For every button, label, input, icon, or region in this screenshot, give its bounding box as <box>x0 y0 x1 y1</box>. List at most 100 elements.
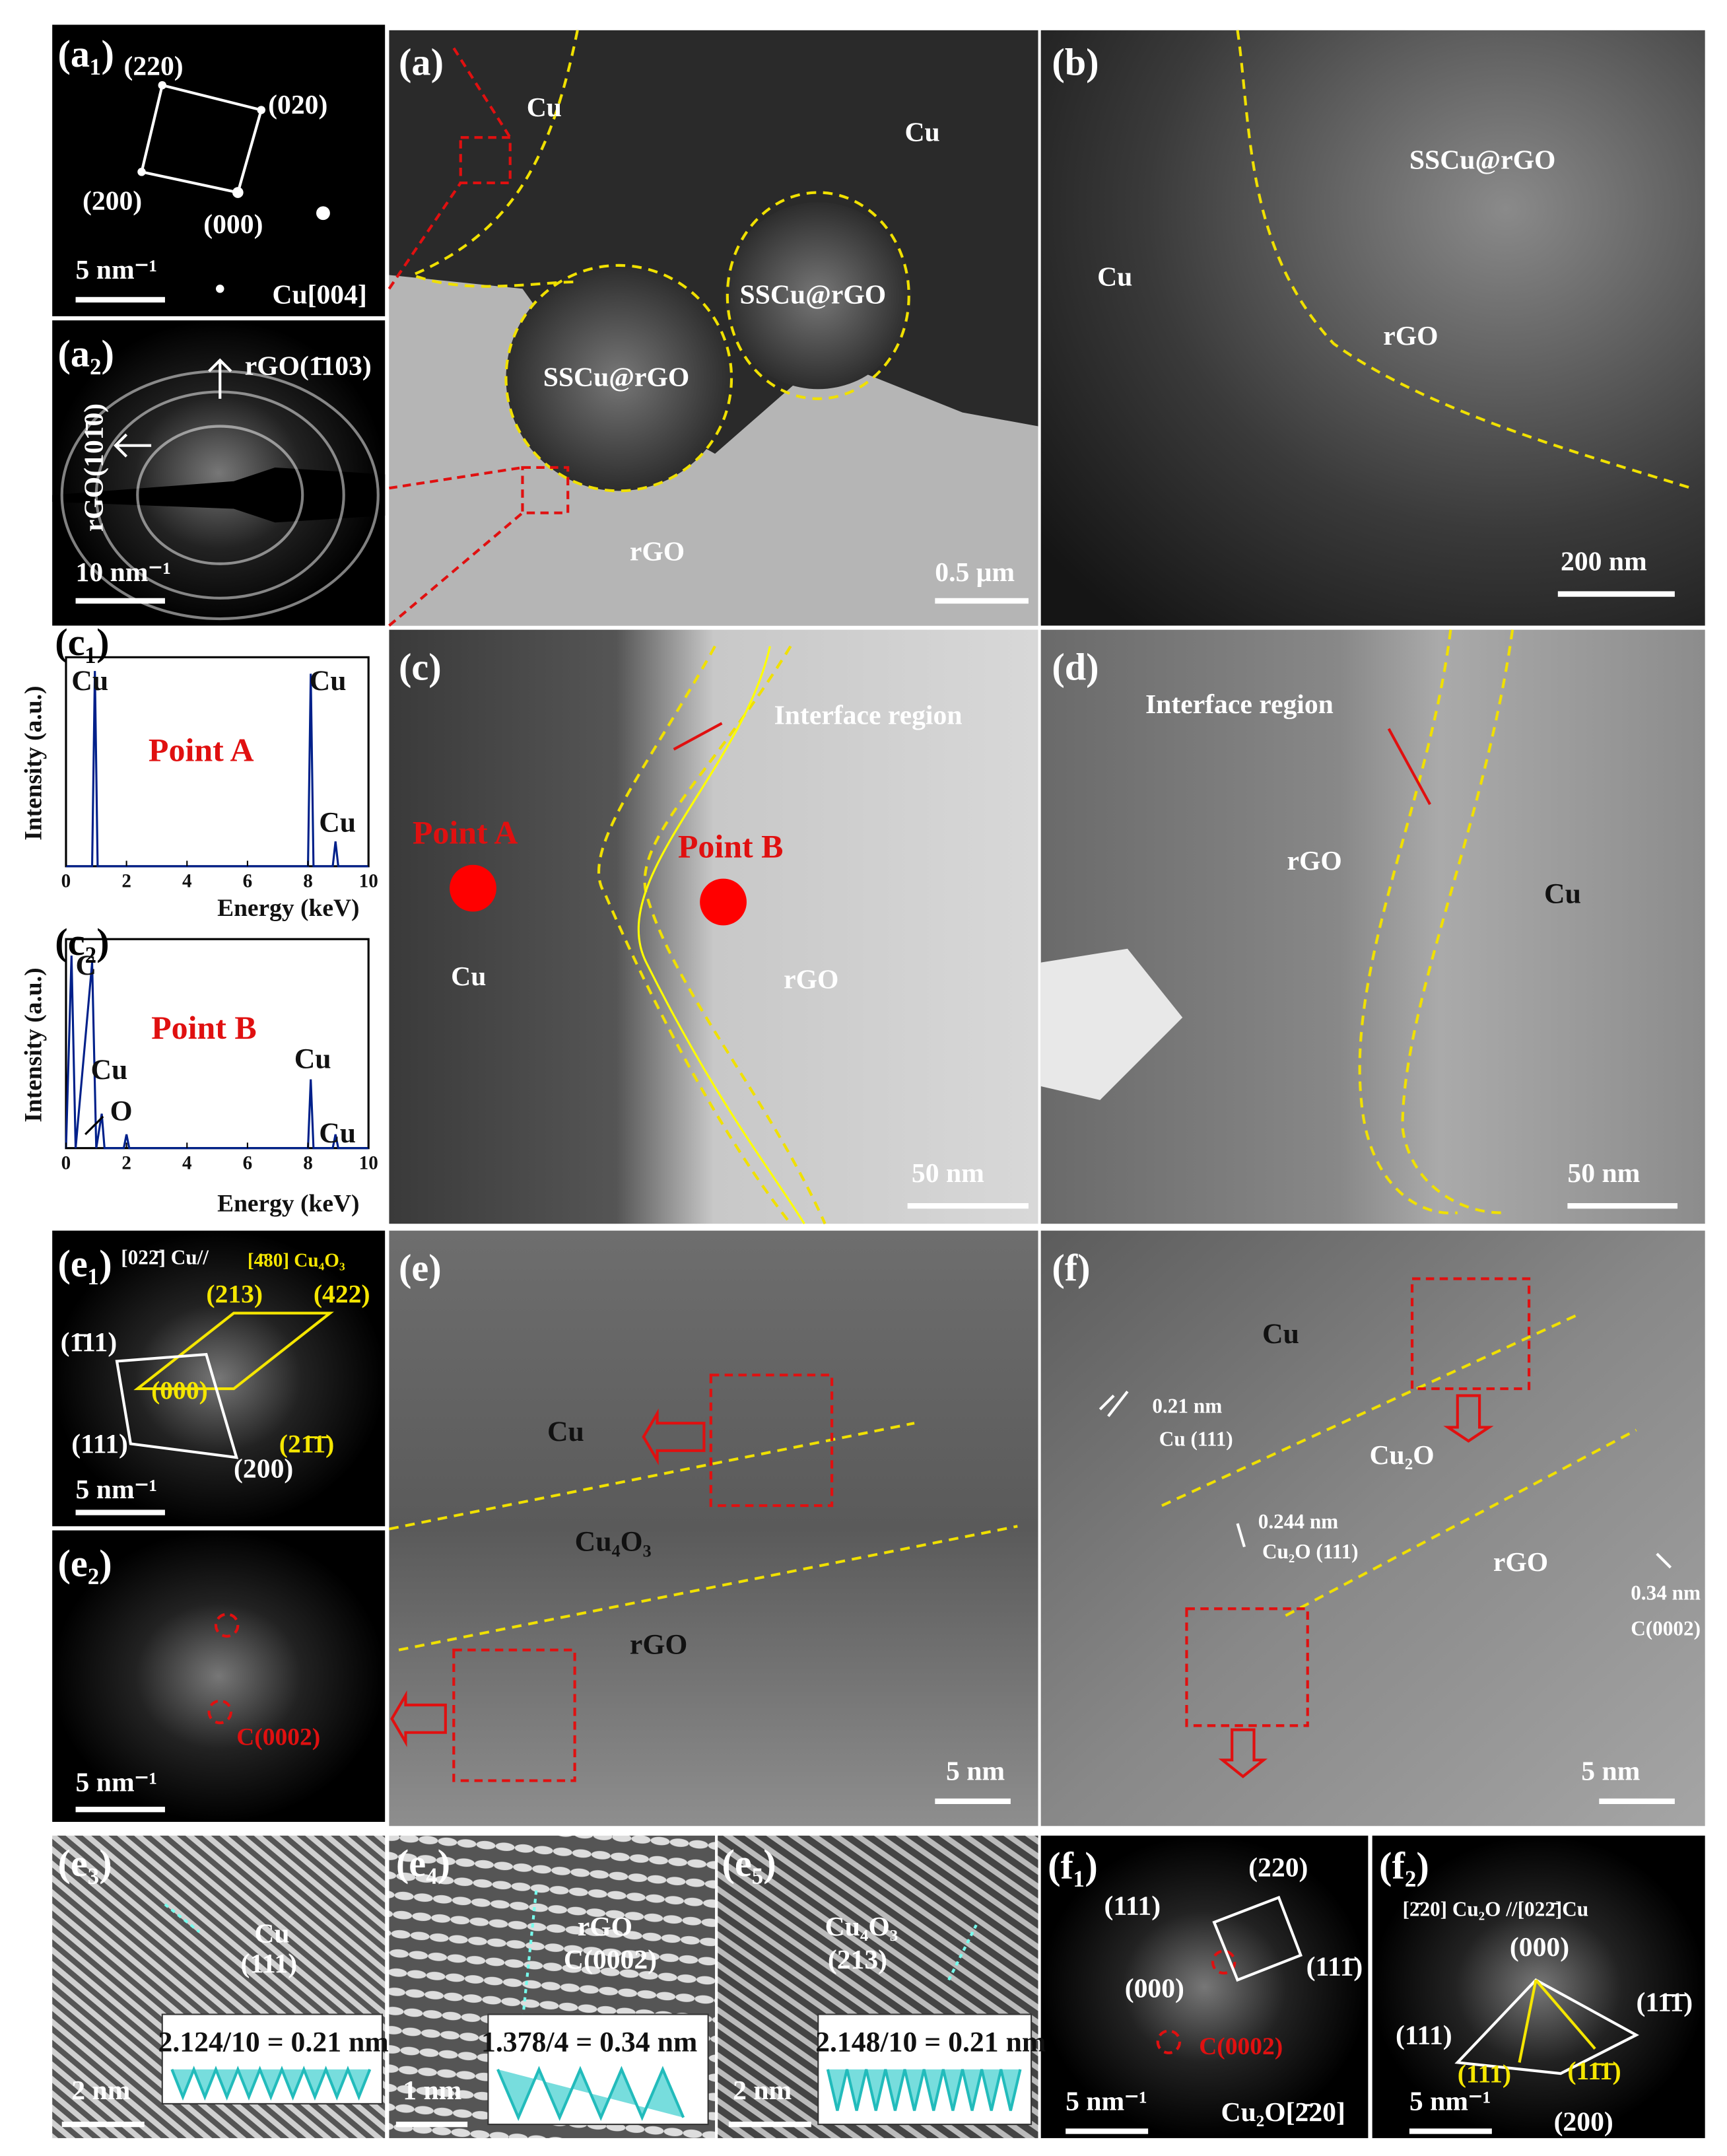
shape <box>1099 1390 1672 1569</box>
measurement: 1.378/4 = 0.34 nm <box>481 2026 697 2058</box>
d-spacing: C(0002) <box>1631 1617 1701 1640</box>
measurement: 2.124/10 = 0.21 nm <box>158 2026 389 2058</box>
phase-label: Cu <box>1097 261 1132 292</box>
d-spacing: 0.244 nm <box>1258 1510 1338 1533</box>
scale-bar-label: 50 nm <box>1567 1158 1640 1189</box>
spot-label: (11̄1̄) <box>1637 1988 1693 2018</box>
zone-axis: [022̄] Cu// <box>121 1246 209 1269</box>
scale-bar-label: 50 nm <box>912 1158 984 1189</box>
panel-label: (e₃) <box>57 1842 112 1885</box>
spot-label: (111) <box>1396 2020 1452 2050</box>
shape <box>452 1648 576 1782</box>
ring-label: rGO(1̄103) <box>245 351 372 382</box>
scale-bar-label: 0.5 μm <box>935 557 1015 588</box>
x-axis-label: Energy (keV) <box>217 895 359 922</box>
shape <box>1410 1277 1531 1391</box>
shape <box>114 358 232 458</box>
peak-label: Cu <box>310 665 347 697</box>
shape <box>136 425 304 565</box>
shape <box>521 466 570 514</box>
x-tick-label: 2 <box>121 871 131 892</box>
spot-label: C(0002) <box>1199 2033 1283 2060</box>
phase-label: SSCu@rGO <box>740 279 887 310</box>
shape <box>709 1374 834 1508</box>
shape <box>673 722 1431 806</box>
phase-label: SSCu@rGO <box>1409 145 1556 175</box>
panel-label: (c₂) <box>55 921 109 963</box>
scale-bar-label: 200 nm <box>1561 546 1647 576</box>
spot-label: (111) <box>1458 2059 1511 2088</box>
phase-label: Cu <box>451 961 486 992</box>
ring-label: rGO(101̄0) <box>79 403 109 532</box>
zone-axis: Cu[004] <box>272 279 366 310</box>
zone-axis: [2̄20] Cu₂O //[022̄]Cu <box>1402 1898 1588 1921</box>
shape <box>1212 1895 1303 1982</box>
x-tick-label: 2 <box>121 1152 131 1173</box>
shape <box>726 191 910 400</box>
panel-label: (a₂) <box>57 332 114 375</box>
spot-label: (111̄) <box>1306 1951 1363 1982</box>
shape <box>1518 1979 1596 2063</box>
spectra <box>65 656 370 1150</box>
shape <box>1236 30 1692 490</box>
shape <box>1285 1428 1637 1617</box>
scale-bar-label: 5 nm⁻¹ <box>1066 2086 1147 2116</box>
shape <box>1040 1230 1705 1826</box>
phase-label: Cu₄O₃ <box>825 1912 898 1942</box>
shape <box>1401 629 1514 1214</box>
panel-label: (f₁) <box>1048 1844 1098 1887</box>
x-tick-label: 0 <box>61 1152 71 1173</box>
shape <box>409 30 579 288</box>
phase-label: SSCu@rGO <box>543 362 690 392</box>
point-label: Point A <box>413 814 518 851</box>
shape <box>133 1311 334 1391</box>
panel-label: (b) <box>1052 40 1099 83</box>
shape <box>1161 1311 1582 1507</box>
spot-label: (000) <box>1125 1974 1184 2004</box>
shape <box>61 296 1678 2134</box>
shape <box>61 296 1678 2134</box>
annotation: Interface region <box>1145 689 1334 720</box>
point-label: Point B <box>678 827 784 864</box>
shape <box>65 671 369 868</box>
spot-label: (220) <box>1248 1852 1308 1883</box>
panel-label: (c₁) <box>55 621 109 664</box>
phase-label: rGO <box>1493 1547 1548 1578</box>
shape <box>504 263 733 493</box>
panel-label: (f₂) <box>1379 1844 1429 1887</box>
shape <box>597 645 792 1225</box>
panel-label: (a₁) <box>57 32 114 75</box>
phase-label: rGO <box>1287 846 1342 876</box>
peak-label: Cu <box>294 1043 331 1075</box>
d-spacing: Cu (111) <box>1159 1427 1233 1450</box>
spot-label: (21̄1̄) <box>279 1430 334 1459</box>
overlays <box>60 30 1692 2134</box>
x-tick-label: 4 <box>182 871 192 892</box>
spot-label: (11̄1̄) <box>1567 2056 1621 2085</box>
scale-bar-label: 1 nm <box>403 2075 461 2106</box>
shape <box>389 1422 915 1531</box>
phase-label: rGO <box>578 1912 632 1942</box>
shape <box>1211 1949 1236 1975</box>
phase-label: rGO <box>784 964 838 994</box>
scale-bar-label: 2 nm <box>733 2075 792 2106</box>
x-tick-label: 4 <box>182 1152 192 1173</box>
shape <box>316 206 330 221</box>
spot-label: (111) <box>1104 1891 1161 1922</box>
point-label: Point A <box>149 732 254 769</box>
shape <box>214 1613 240 1638</box>
x-tick-label: 8 <box>303 1152 313 1173</box>
shape <box>216 285 224 293</box>
y-axis-label: Intensity (a.u.) <box>20 967 48 1122</box>
shape <box>450 864 496 912</box>
spot-label: (1̄11) <box>61 1327 118 1358</box>
phase-label: Cu <box>1262 1318 1299 1350</box>
panel-label: (c) <box>399 646 442 689</box>
d-spacing: 0.21 nm <box>1152 1394 1222 1417</box>
panel-label: (f) <box>1052 1246 1090 1289</box>
phase-label: (213) <box>828 1945 887 1975</box>
scale-bar-label: 5 nm⁻¹ <box>1409 2086 1491 2116</box>
scale-bar-label: 10 nm⁻¹ <box>76 557 171 588</box>
point-label: Point B <box>151 1009 257 1046</box>
zone-axis: Cu₂O[2̄20] <box>1221 2097 1345 2128</box>
